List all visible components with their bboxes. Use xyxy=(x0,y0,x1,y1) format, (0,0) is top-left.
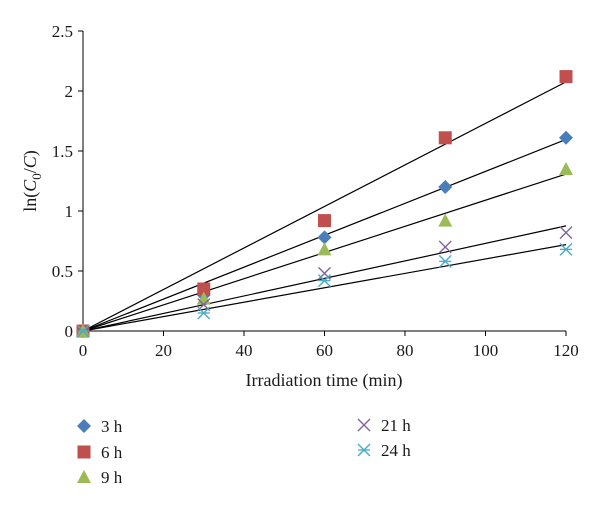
marker-stroke xyxy=(357,418,371,432)
data-point-x xyxy=(318,266,331,280)
data-point-square xyxy=(559,70,573,84)
legend-marker-diamond xyxy=(77,419,91,433)
x-tick-label: 40 xyxy=(236,341,253,360)
data-point-star xyxy=(438,254,452,268)
data-point-triangle xyxy=(317,242,332,256)
x-tick-label: 80 xyxy=(397,341,414,360)
y-axis-title: ln(C0/C) xyxy=(20,150,44,212)
data-point-square xyxy=(318,214,331,228)
trend-lines xyxy=(82,81,567,332)
data-point-square xyxy=(197,282,211,296)
legend-entry: 21 h xyxy=(357,416,411,435)
marker-stroke xyxy=(559,226,573,240)
x-axis-title: Irradiation time (min) xyxy=(246,370,403,391)
y-axis-title-close: ) xyxy=(20,150,41,156)
marker-stroke xyxy=(438,240,452,254)
legend-entry: 24 h xyxy=(357,441,411,460)
y-axis-title-c0: C xyxy=(20,179,40,192)
legend-label: 24 h xyxy=(381,441,411,460)
data-point-star xyxy=(76,324,90,338)
y-axis-title-c: C xyxy=(20,155,40,168)
y-tick-label: 0.5 xyxy=(52,262,73,281)
axis-ticks: 0 20 40 60 80 100 120 0 0.5 1 1.5 2 2.5 xyxy=(52,22,579,360)
legend-marker-triangle xyxy=(77,470,91,483)
trend-line xyxy=(82,244,567,332)
legend-marker-x xyxy=(357,418,371,432)
legend-marker-star xyxy=(357,443,371,457)
y-tick-label: 2 xyxy=(65,82,74,101)
data-point-square xyxy=(438,131,452,145)
data-point-diamond xyxy=(317,230,332,245)
legend-entry: 6 h xyxy=(77,443,123,462)
legend: 3 h 6 h 9 h 21 h 24 h xyxy=(77,416,411,487)
data-point-x xyxy=(559,226,573,240)
legend-entry: 3 h xyxy=(77,417,123,436)
data-point-star xyxy=(197,306,211,320)
y-axis-title-sub: 0 xyxy=(29,173,44,180)
y-axis-title-slash: / xyxy=(20,168,40,173)
y-axis-title-open: ln( xyxy=(20,192,41,212)
legend-label: 6 h xyxy=(101,443,123,462)
plot-area: 0 20 40 60 80 100 120 0 0.5 1 1.5 2 2.5 xyxy=(52,22,579,360)
trend-line xyxy=(82,225,567,332)
x-tick-label: 60 xyxy=(316,341,333,360)
trend-line xyxy=(82,81,567,332)
legend-label: 21 h xyxy=(381,416,411,435)
data-point-triangle xyxy=(438,213,453,227)
data-point-triangle xyxy=(559,162,573,175)
data-point-x xyxy=(438,240,452,254)
y-tick-label: 2.5 xyxy=(52,22,73,41)
legend-entry: 9 h xyxy=(77,468,123,487)
data-point-star xyxy=(318,274,331,288)
legend-marker-square xyxy=(77,445,91,459)
y-tick-label: 1 xyxy=(65,202,74,221)
data-point-diamond xyxy=(559,130,573,145)
x-tick-label: 100 xyxy=(473,341,499,360)
data-point-star xyxy=(559,242,573,256)
data-markers xyxy=(76,70,573,338)
x-tick-label: 0 xyxy=(79,341,88,360)
data-point-diamond xyxy=(438,180,453,194)
y-tick-label: 0 xyxy=(65,322,74,341)
legend-label: 3 h xyxy=(101,417,123,436)
legend-label: 9 h xyxy=(101,468,123,487)
y-tick-label: 1.5 xyxy=(52,142,73,161)
x-tick-label: 120 xyxy=(553,341,579,360)
x-tick-label: 20 xyxy=(155,341,172,360)
